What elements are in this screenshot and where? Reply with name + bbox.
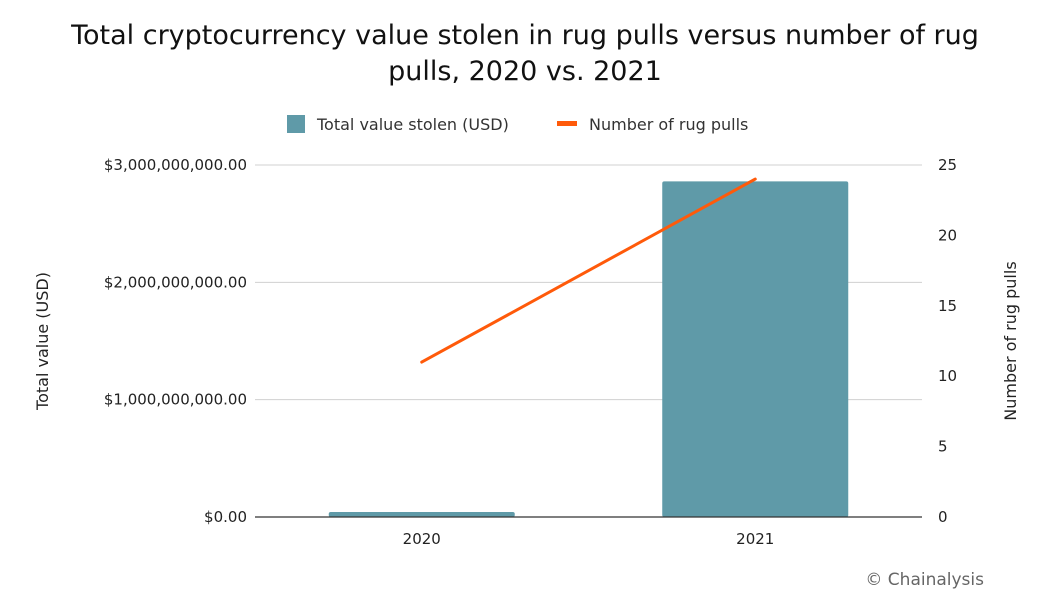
chart-title: Total cryptocurrency value stolen in rug… [0,18,1050,90]
y-right-tick-label: 20 [938,226,957,244]
chart-title-line-2: pulls, 2020 vs. 2021 [388,56,662,87]
y-left-tick-label: $2,000,000,000.00 [104,273,247,291]
credit: © Chainalysis [865,570,984,590]
y-left-axis-title: Total value (USD) [33,272,52,411]
y-left-tick-label: $1,000,000,000.00 [104,391,247,409]
bar-2020 [328,511,515,517]
x-tick-label: 2021 [736,530,774,548]
y-right-tick-label: 0 [938,508,948,526]
bar-2021 [662,181,849,517]
y-right-axis-title: Number of rug pulls [1001,261,1020,420]
y-left-tick-label: $3,000,000,000.00 [104,156,247,174]
legend-label-bar: Total value stolen (USD) [316,115,509,134]
line-number-of-rug-pulls [420,177,757,364]
y-left-tick-label: $0.00 [204,508,247,526]
y-right-tick-label: 5 [938,438,948,456]
legend-label-line: Number of rug pulls [589,115,748,134]
chart-title-line-1: Total cryptocurrency value stolen in rug… [71,20,979,51]
y-right-tick-label: 10 [938,367,957,385]
x-tick-label: 2020 [403,530,441,548]
y-right-tick-label: 15 [938,297,957,315]
legend-swatch-bar [287,115,305,133]
legend-swatch-line [557,121,577,126]
y-right-tick-label: 25 [938,156,957,174]
